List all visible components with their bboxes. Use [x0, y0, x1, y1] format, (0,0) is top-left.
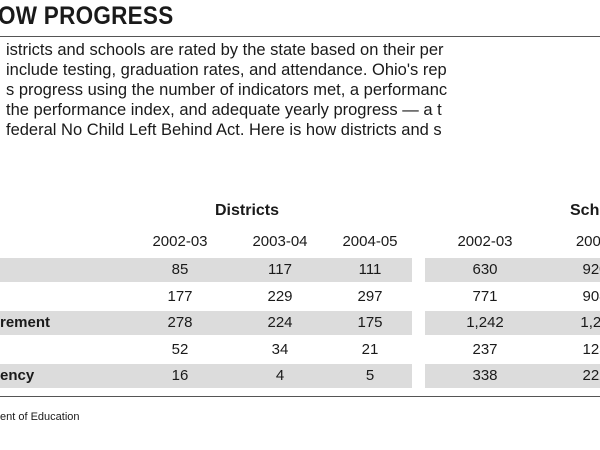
column-header: 2004-05 [342, 233, 398, 250]
intro-line: s progress using the number of indicator… [6, 81, 448, 99]
rule [0, 396, 600, 397]
column-header: 2002-03 [152, 233, 208, 250]
cell: 117 [268, 261, 292, 278]
cell: 297 [357, 287, 383, 305]
row-label: ency [0, 367, 35, 384]
cell: 237 [472, 340, 498, 358]
cell: 85 [171, 261, 189, 278]
cell: 21 [361, 340, 379, 358]
title: OW PROGRESS [0, 2, 174, 30]
cell: 34 [271, 340, 289, 358]
row-shade [0, 258, 412, 282]
cell: 16 [171, 367, 189, 384]
row-shade [0, 364, 412, 388]
intro-line: the performance index, and adequate year… [6, 101, 442, 119]
row-label: rement [0, 314, 51, 331]
cell: 1,242 [466, 314, 504, 331]
row-shade [0, 311, 412, 335]
cell: 908 [582, 287, 600, 305]
group-header: Districts [215, 202, 280, 219]
rule [0, 36, 600, 37]
cell: 278 [167, 314, 193, 331]
row-shade [425, 364, 600, 388]
column-header: 2003-04 [252, 233, 308, 250]
group-header: Sch [570, 202, 600, 219]
cell: 52 [171, 340, 189, 358]
column-header: 2002-03 [457, 233, 513, 250]
intro-line: include testing, graduation rates, and a… [6, 61, 447, 79]
cell: 229 [267, 287, 293, 305]
cell: 175 [357, 314, 383, 331]
intro-line: istricts and schools are rated by the st… [6, 41, 444, 59]
cell: 920 [582, 261, 600, 278]
cell: 1,21 [580, 314, 600, 331]
cell: 224 [267, 314, 293, 331]
cell: 630 [472, 261, 498, 278]
cell: 177 [167, 287, 193, 305]
row-shade [425, 311, 600, 335]
column-header: 2003- [575, 233, 600, 250]
cell: 4 [275, 367, 285, 384]
cell: 338 [472, 367, 498, 384]
cell: 125 [582, 340, 600, 358]
source: ent of Education [0, 411, 80, 423]
cell: 222 [582, 367, 600, 384]
cell: 5 [365, 367, 375, 384]
intro-line: federal No Child Left Behind Act. Here i… [6, 121, 442, 139]
cell: 771 [472, 287, 498, 305]
row-shade [425, 258, 600, 282]
cell: 111 [358, 261, 382, 278]
